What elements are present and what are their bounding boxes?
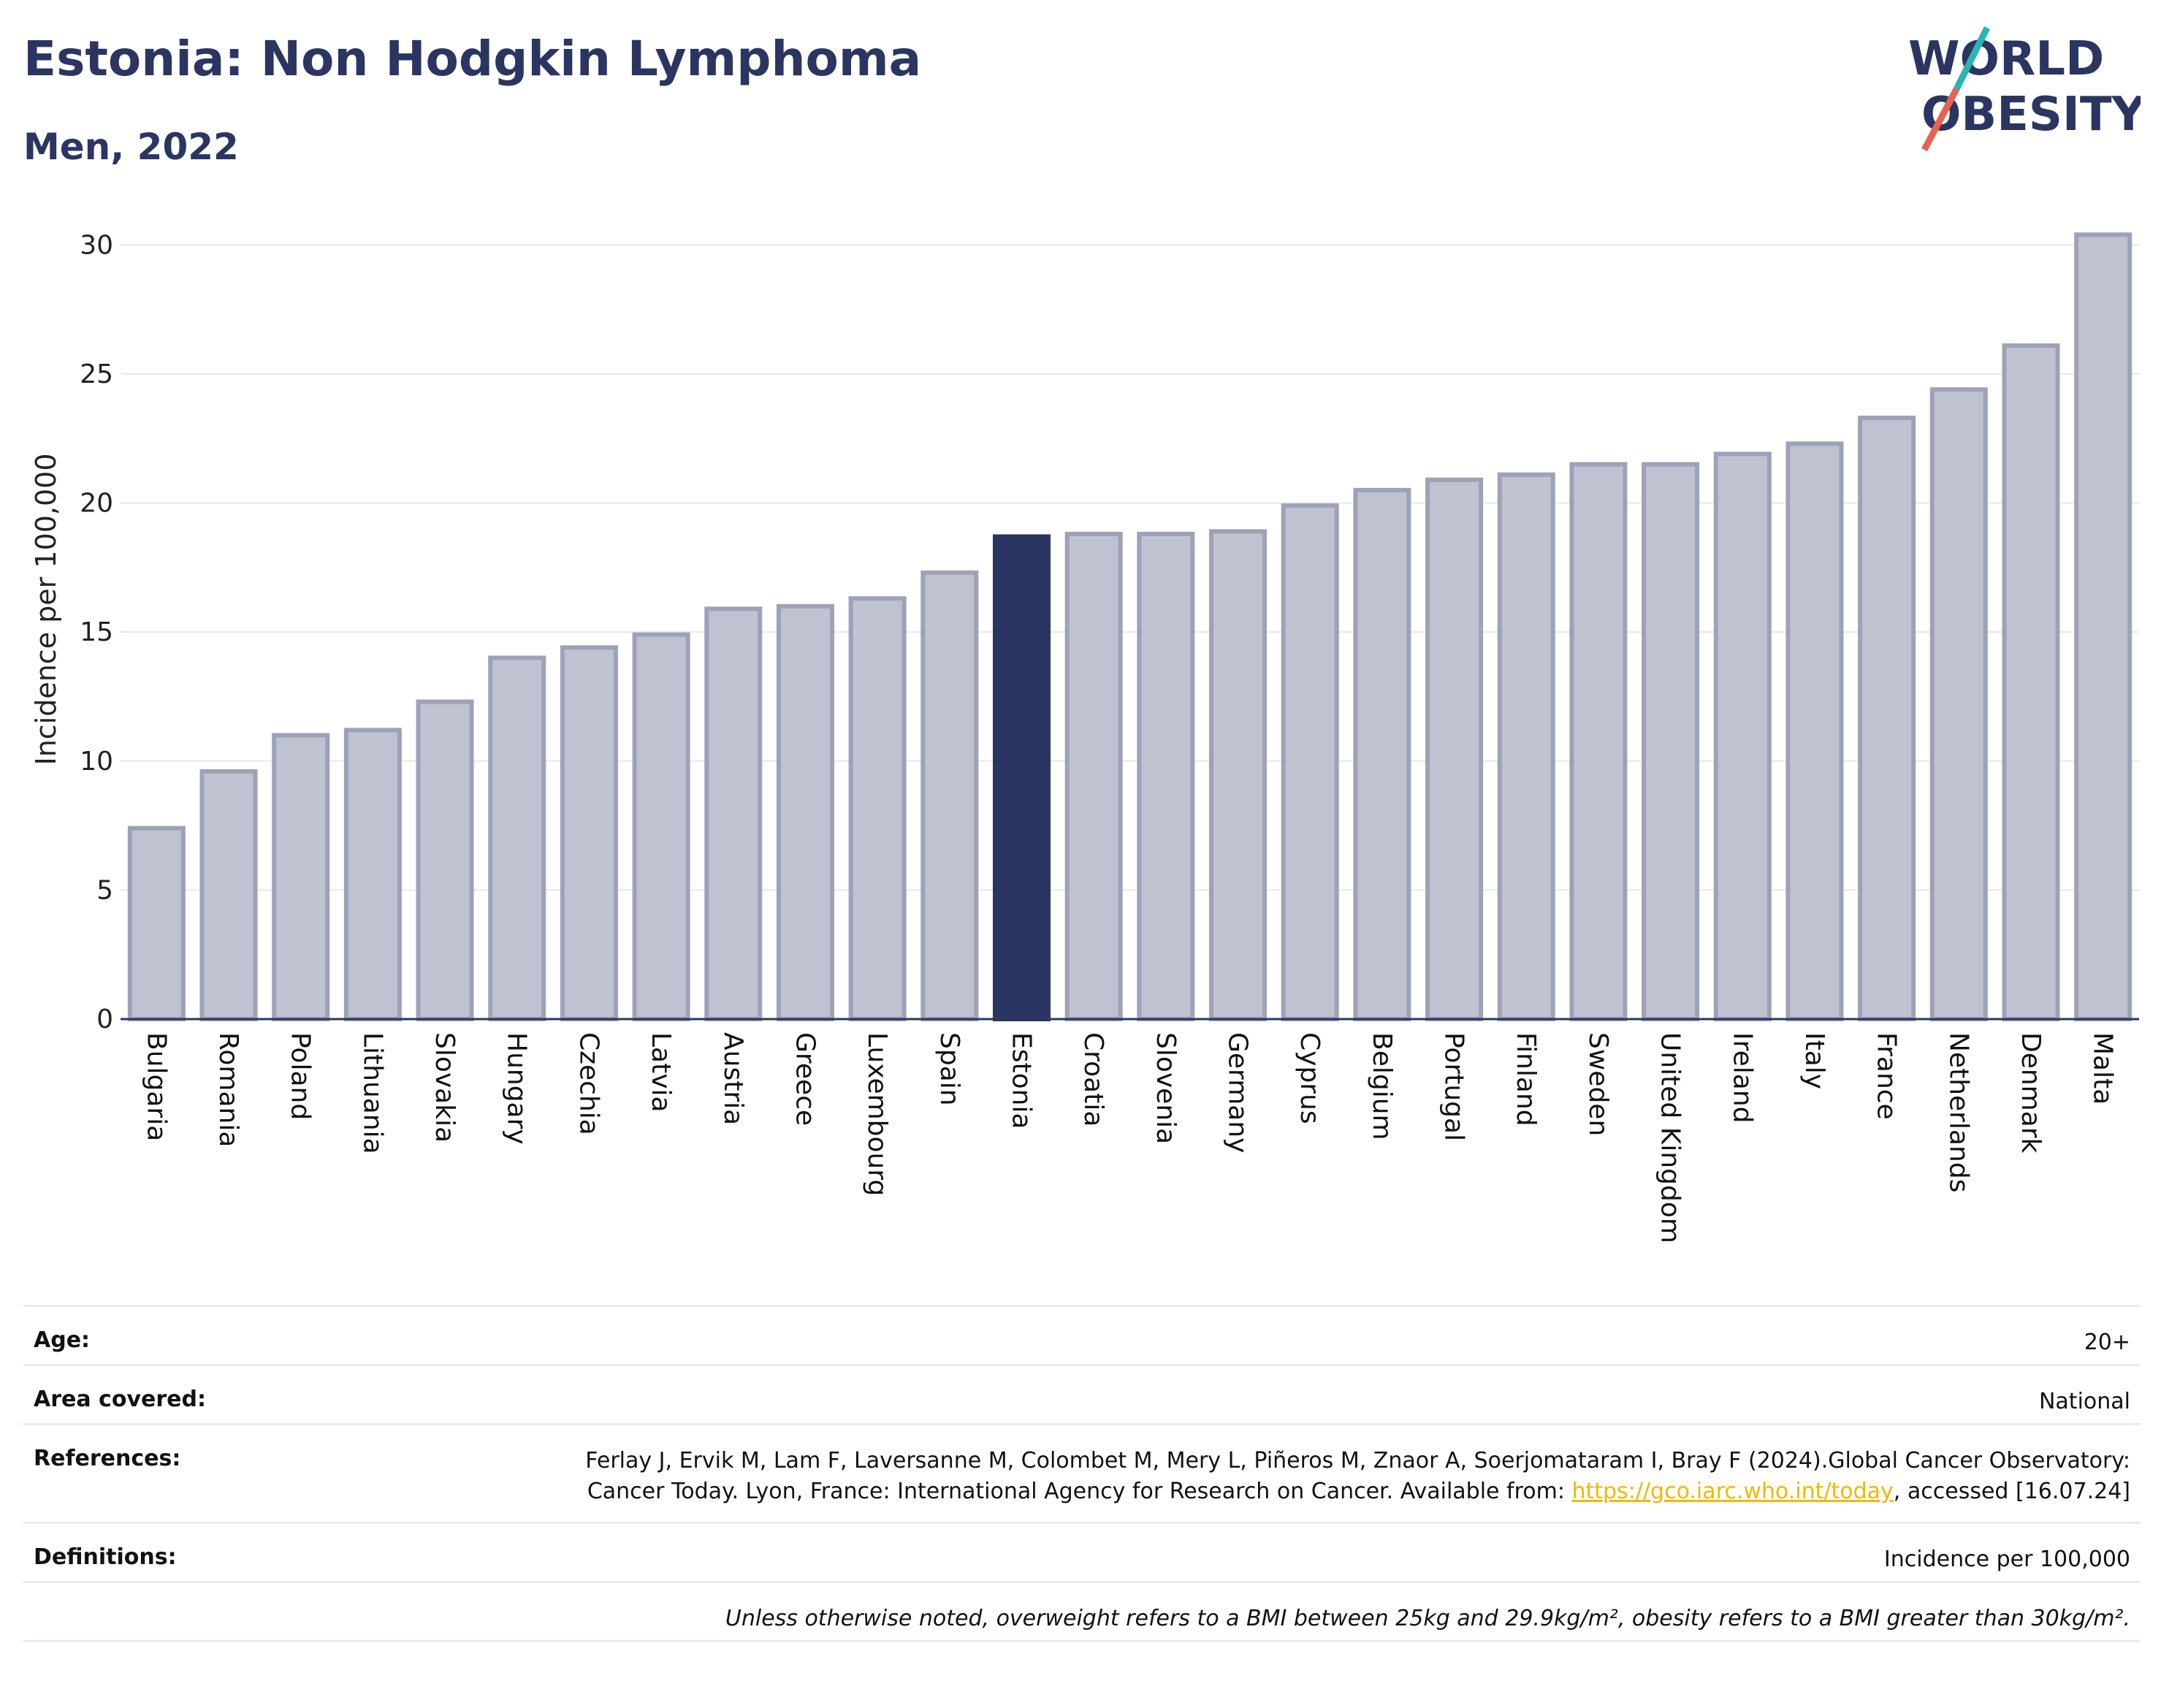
x-tick-label: Sweden [1583,1032,1613,1136]
x-tick-label: Estonia [1006,1032,1036,1129]
x-tick-label: Lithuania [357,1032,387,1154]
bar-lithuania[interactable] [343,728,402,1021]
x-tick-label: Ireland [1727,1032,1757,1124]
bar-finland[interactable] [1497,472,1555,1021]
y-axis-label: Incidence per 100,000 [30,453,62,765]
meta-row-definitions: Definitions: Incidence per 100,000 [23,1522,2141,1581]
age-label: Age: [34,1327,91,1353]
logo-text-top: WORLD [1908,32,2104,86]
y-tick-label: 15 [80,617,113,647]
bar-czechia[interactable] [560,645,618,1022]
logo-text-bottom: OBESITY [1921,88,2141,142]
bar-austria[interactable] [704,606,763,1021]
x-tick-label: Slovenia [1151,1032,1181,1144]
x-tick-label: Italy [1799,1032,1829,1089]
x-tick-label: Luxembourg [862,1032,892,1196]
bar-layer [127,232,2133,1022]
metadata-table: Age: 20+ Area covered: National Referenc… [23,1305,2141,1642]
bar-portugal[interactable] [1425,477,1484,1021]
y-tick-label: 10 [80,747,113,777]
x-tick-label: Greece [790,1032,820,1126]
bar-malta[interactable] [2074,232,2133,1021]
references-link[interactable]: https://gco.iarc.who.int/today [1571,1479,1894,1504]
bmi-note: Unless otherwise noted, overweight refer… [725,1606,2130,1631]
meta-row-age: Age: 20+ [23,1305,2141,1364]
y-tick-label: 0 [96,1004,113,1034]
x-tick-label: Malta [2088,1032,2118,1105]
bar-germany[interactable] [1209,529,1268,1021]
x-tick-label: Portugal [1439,1032,1469,1141]
bar-chart: 0 5 10 15 20 25 30 Bulgaria Romania Poland Lithuan… [30,230,2139,1243]
references-text-2: , accessed [16.07.24] [1893,1479,2130,1504]
bar-bulgaria[interactable] [127,826,186,1021]
x-tick-label: Poland [286,1032,316,1120]
x-tick-label: Netherlands [1943,1032,1973,1192]
bar-netherlands[interactable] [1929,387,1988,1021]
x-tick-label: United Kingdom [1655,1032,1685,1243]
definitions-value: Incidence per 100,000 [1883,1547,2130,1572]
x-tick-label: Cyprus [1295,1032,1325,1124]
y-tick-label: 25 [80,359,113,389]
x-tick-label: France [1872,1032,1902,1120]
bar-slovakia[interactable] [416,699,474,1022]
x-tick-label: Bulgaria [141,1032,171,1141]
bar-poland[interactable] [272,733,330,1021]
world-obesity-logo: WORLD OBESITY [1908,26,2141,152]
x-tick-label: Hungary [502,1032,532,1145]
y-tick-label: 30 [80,230,113,260]
references-text-1: Ferlay J, Ervik M, Lam F, Laversanne M, … [585,1448,2130,1504]
bar-greece[interactable] [776,603,834,1021]
x-tick-label: Finland [1511,1032,1541,1126]
bar-cyprus[interactable] [1281,503,1339,1021]
x-tick-label: Belgium [1367,1032,1397,1140]
bar-spain[interactable] [921,570,979,1021]
bar-italy[interactable] [1785,441,1844,1021]
bar-slovenia[interactable] [1137,531,1195,1021]
bar-france[interactable] [1858,415,1916,1021]
x-tick-label: Austria [718,1032,748,1125]
x-tick-label: Denmark [2016,1032,2046,1154]
logo-slash-teal [1953,26,1991,91]
bar-denmark[interactable] [2002,343,2060,1022]
page-subtitle: Men, 2022 [23,126,239,168]
references-value: Ferlay J, Ervik M, Lam F, Laversanne M, … [523,1446,2130,1507]
bar-estonia[interactable] [992,534,1051,1021]
x-tick-label: Spain [934,1032,964,1106]
x-tick-label: Croatia [1078,1032,1108,1126]
bar-united-kingdom[interactable] [1642,462,1700,1021]
y-tick-label: 20 [80,489,113,519]
x-tick-label: Latvia [646,1032,676,1113]
axis-layer: 0 5 10 15 20 25 30 Bulgaria Romania Poland Lithuan… [80,230,2139,1243]
meta-row-references: References: Ferlay J, Ervik M, Lam F, La… [23,1423,2141,1522]
references-label: References: [34,1446,181,1471]
x-tick-label: Germany [1223,1032,1253,1153]
bar-belgium[interactable] [1353,487,1411,1021]
bar-romania[interactable] [199,769,258,1021]
meta-row-area: Area covered: National [23,1364,2141,1423]
meta-row-note: Unless otherwise noted, overweight refer… [23,1581,2141,1642]
page-title: Estonia: Non Hodgkin Lymphoma [23,31,922,87]
x-tick-label: Czechia [573,1032,603,1135]
bar-croatia[interactable] [1064,531,1123,1021]
area-label: Area covered: [34,1387,206,1412]
bar-sweden[interactable] [1569,462,1628,1021]
logo-slash-red [1921,87,1959,152]
y-tick-label: 5 [96,875,113,905]
definitions-label: Definitions: [34,1544,177,1570]
x-tick-label: Romania [213,1032,243,1147]
age-value: 20+ [2084,1330,2130,1355]
bar-luxembourg[interactable] [848,596,907,1021]
bar-latvia[interactable] [632,632,690,1021]
area-value: National [2038,1389,2130,1414]
x-tick-label: Slovakia [430,1032,460,1143]
bar-hungary[interactable] [488,655,546,1022]
bar-ireland[interactable] [1713,451,1772,1021]
